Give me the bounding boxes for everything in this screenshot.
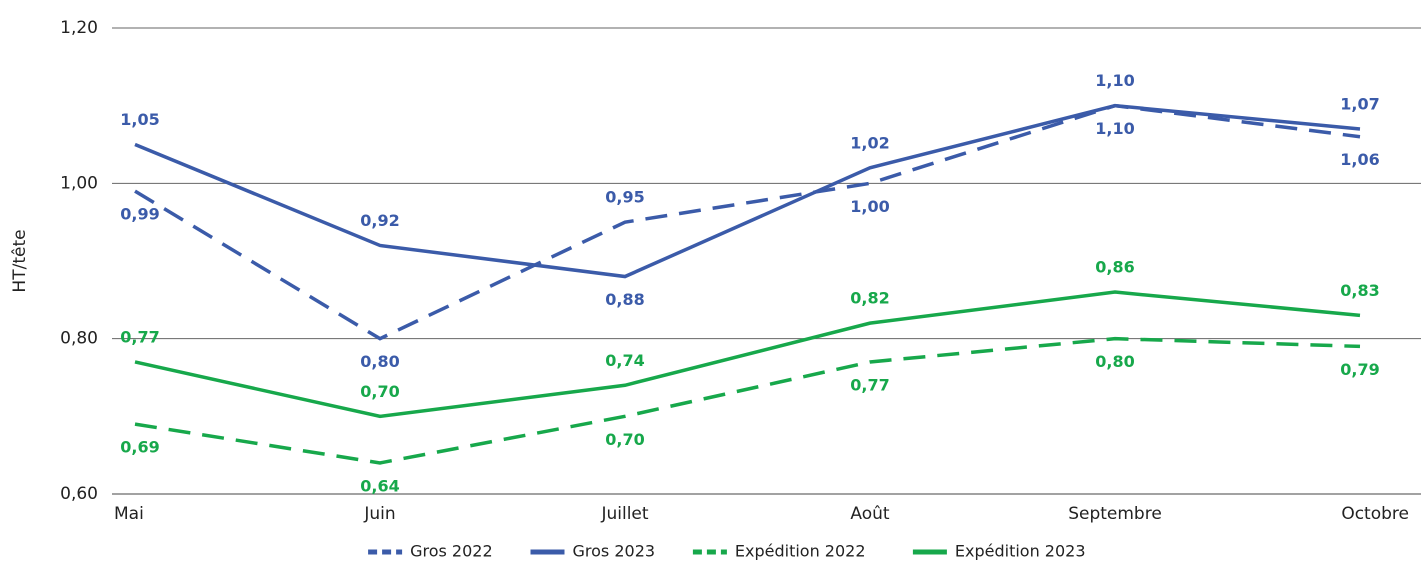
legend-label: Expédition 2023 xyxy=(955,542,1086,561)
value-label: 1,00 xyxy=(850,197,889,216)
value-label: 0,99 xyxy=(120,205,159,224)
value-label: 1,02 xyxy=(850,133,889,152)
value-label: 0,88 xyxy=(605,290,644,309)
value-label: 1,10 xyxy=(1095,119,1134,138)
value-label: 0,80 xyxy=(1095,352,1134,371)
y-tick-label: 1,20 xyxy=(60,18,98,38)
value-label: 0,70 xyxy=(605,430,644,449)
value-label: 1,07 xyxy=(1340,94,1379,113)
x-tick-label: Juin xyxy=(363,504,395,524)
value-label: 0,86 xyxy=(1095,258,1134,277)
value-label: 0,77 xyxy=(120,327,159,346)
value-label: 0,77 xyxy=(850,375,889,394)
value-label: 0,74 xyxy=(605,351,644,370)
value-label: 0,92 xyxy=(360,211,399,230)
value-label: 0,69 xyxy=(120,438,159,457)
value-label: 0,82 xyxy=(850,289,889,308)
value-label: 0,83 xyxy=(1340,281,1379,300)
value-label: 1,10 xyxy=(1095,71,1134,90)
value-label: 0,70 xyxy=(360,382,399,401)
value-label: 0,80 xyxy=(360,352,399,371)
y-tick-label: 1,00 xyxy=(60,173,98,193)
x-tick-label: Mai xyxy=(114,504,144,524)
legend-label: Gros 2022 xyxy=(410,542,493,561)
x-tick-label: Octobre xyxy=(1341,504,1409,524)
y-tick-label: 0,80 xyxy=(60,329,98,349)
y-axis-label: HT/tête xyxy=(10,229,30,292)
x-tick-label: Septembre xyxy=(1068,504,1162,524)
legend-label: Gros 2023 xyxy=(573,542,656,561)
legend-label: Expédition 2022 xyxy=(735,542,866,561)
x-tick-label: Juillet xyxy=(600,504,648,524)
x-tick-label: Août xyxy=(850,504,890,524)
value-label: 1,06 xyxy=(1340,150,1379,169)
value-label: 0,79 xyxy=(1340,360,1379,379)
line-series xyxy=(134,290,1361,419)
value-label: 0,95 xyxy=(605,188,644,207)
value-label: 1,05 xyxy=(120,110,159,129)
y-tick-label: 0,60 xyxy=(60,484,98,504)
value-label: 0,64 xyxy=(360,476,399,495)
line-series xyxy=(134,336,1361,465)
line-series xyxy=(134,103,1361,279)
